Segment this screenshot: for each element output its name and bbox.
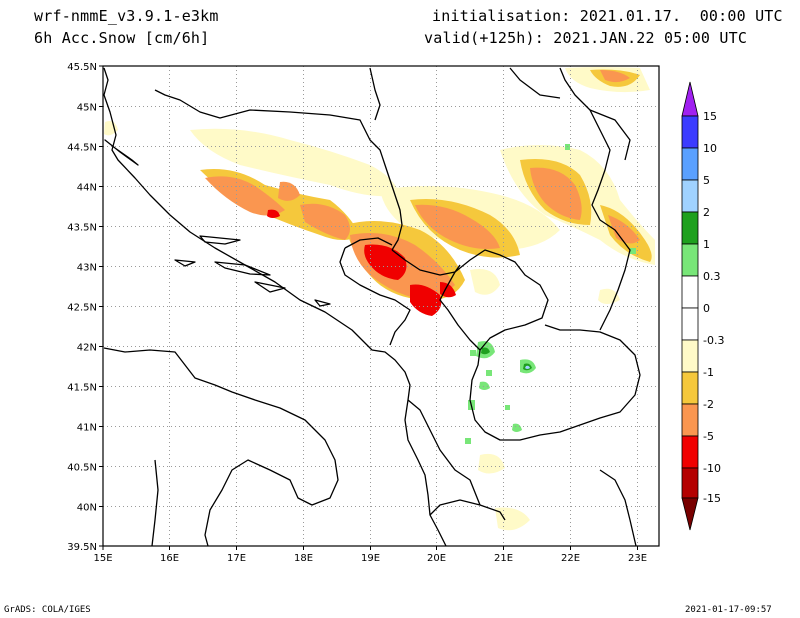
lon-label: 21E bbox=[494, 553, 513, 564]
colorbar-cell bbox=[681, 371, 699, 405]
snow-green-spots bbox=[465, 144, 636, 444]
lon-label: 22E bbox=[561, 553, 580, 564]
lat-label: 42.5N bbox=[67, 303, 97, 314]
colorbar-label: -2 bbox=[703, 398, 714, 411]
lon-label: 18E bbox=[294, 553, 313, 564]
colorbar-label: -0.3 bbox=[703, 334, 724, 347]
colorbar-label: 1 bbox=[703, 238, 710, 251]
coastlines-and-borders bbox=[103, 67, 641, 546]
lat-label: 41N bbox=[77, 423, 97, 434]
colorbar-label: -1 bbox=[703, 366, 714, 379]
colorbar-cell bbox=[681, 275, 699, 309]
lat-label: 40N bbox=[77, 503, 97, 514]
initialisation-time: initialisation: 2021.01.17. 00:00 UTC bbox=[432, 7, 783, 25]
colorbar-label: -15 bbox=[703, 492, 721, 505]
valid-time: valid(+125h): 2021.JAN.22 05:00 UTC bbox=[424, 29, 748, 47]
lat-label: 40.5N bbox=[67, 463, 97, 474]
lat-label: 41.5N bbox=[67, 383, 97, 394]
lat-label: 45N bbox=[77, 103, 97, 114]
snow-field bbox=[104, 67, 655, 531]
colorbar-cell bbox=[681, 179, 699, 213]
colorbar-label: 0.3 bbox=[703, 270, 721, 283]
lat-label: 39.5N bbox=[67, 542, 97, 553]
colorbar-label: 5 bbox=[703, 174, 710, 187]
colorbar-cell bbox=[681, 211, 699, 245]
field-title: 6h Acc.Snow [cm/6h] bbox=[34, 29, 210, 47]
lat-label: 45.5N bbox=[67, 62, 97, 73]
colorbar-bottom-arrow bbox=[681, 497, 699, 531]
colorbar-label: 15 bbox=[703, 110, 717, 123]
lon-label: 16E bbox=[160, 553, 179, 564]
colorbar-label: 2 bbox=[703, 206, 710, 219]
colorbar-cell bbox=[681, 435, 699, 469]
lon-label: 17E bbox=[227, 553, 246, 564]
longitude-labels: 15E 16E 17E 18E 19E 20E 21E 22E 23E bbox=[93, 553, 647, 564]
lat-label: 44N bbox=[77, 183, 97, 194]
latitude-labels: 45.5N 45N 44.5N 44N 43.5N 43N 42.5N 42N … bbox=[67, 62, 97, 553]
lon-label: 20E bbox=[427, 553, 446, 564]
timestamp-label: 2021-01-17-09:57 bbox=[685, 605, 772, 615]
model-title: wrf-nmmE_v3.9.1-e3km bbox=[34, 7, 219, 25]
colorbar-label: 0 bbox=[703, 302, 710, 315]
colorbar-top-arrow bbox=[681, 81, 699, 117]
colorbar-label: -5 bbox=[703, 430, 714, 443]
colorbar-label: 10 bbox=[703, 142, 717, 155]
colorbar bbox=[681, 81, 699, 531]
map-grid bbox=[103, 66, 659, 546]
colorbar-cell bbox=[681, 403, 699, 437]
colorbar-cell bbox=[681, 339, 699, 373]
colorbar-cell bbox=[681, 115, 699, 149]
colorbar-label: -10 bbox=[703, 462, 721, 475]
lat-label: 44.5N bbox=[67, 143, 97, 154]
lat-label: 42N bbox=[77, 343, 97, 354]
lon-label: 23E bbox=[628, 553, 647, 564]
snow-cream-areas bbox=[104, 67, 655, 531]
colorbar-cell bbox=[681, 467, 699, 499]
lon-label: 19E bbox=[361, 553, 380, 564]
lat-label: 43.5N bbox=[67, 223, 97, 234]
colorbar-cell bbox=[681, 147, 699, 181]
axis-ticks bbox=[99, 65, 638, 550]
colorbar-cell bbox=[681, 243, 699, 277]
colorbar-cell bbox=[681, 307, 699, 341]
credit-label: GrADS: COLA/IGES bbox=[4, 605, 91, 615]
colorbar-labels: 15 10 5 2 1 0.3 0 -0.3 -1 -2 -5 -10 -15 bbox=[703, 110, 724, 505]
lat-label: 43N bbox=[77, 263, 97, 274]
lon-label: 15E bbox=[93, 553, 112, 564]
